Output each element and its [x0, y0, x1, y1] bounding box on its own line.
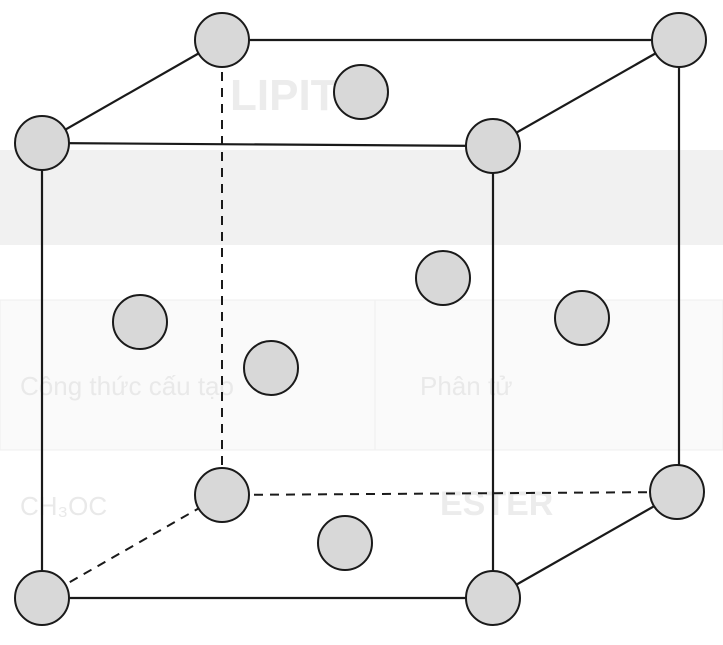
page-bleed-through: Công thức cấu tạo Phân tử CH₃OC ESTER LI…	[0, 71, 723, 523]
atom-corner-front-top-right	[465, 118, 521, 174]
atom-corner-back-bottom-right	[649, 464, 705, 520]
atom-face-front	[243, 340, 299, 396]
edge-top-right-depth	[492, 39, 680, 147]
atom-face-top	[333, 64, 389, 120]
atom-face-back	[415, 250, 471, 306]
atom-corner-front-bottom-right	[465, 570, 521, 626]
atom-corner-front-top-left	[14, 115, 70, 171]
edge-front-top	[41, 141, 494, 148]
atom-corner-front-bottom-left	[14, 570, 70, 626]
bleed-band	[0, 150, 723, 245]
atom-face-left	[112, 294, 168, 350]
atom-corner-back-top-right	[651, 12, 707, 68]
atom-corner-back-bottom-left	[194, 467, 250, 523]
bleed-text-2: Phân tử	[420, 371, 513, 401]
edge-top-left-depth	[41, 39, 223, 144]
bleed-text-5: LIPIT	[230, 71, 338, 120]
bleed-text-3: CH₃OC	[20, 491, 107, 521]
atom-face-bottom	[317, 515, 373, 571]
atom-corner-back-top-left	[194, 12, 250, 68]
edge-bottom-right-depth	[492, 491, 680, 599]
bleed-text-1: Công thức cấu tạo	[20, 371, 234, 401]
bleed-text-4: ESTER	[440, 485, 553, 523]
hidden-edge-back-bottom	[221, 491, 678, 496]
hidden-edge-left-bottom-depth	[41, 494, 223, 599]
atom-face-right	[554, 290, 610, 346]
